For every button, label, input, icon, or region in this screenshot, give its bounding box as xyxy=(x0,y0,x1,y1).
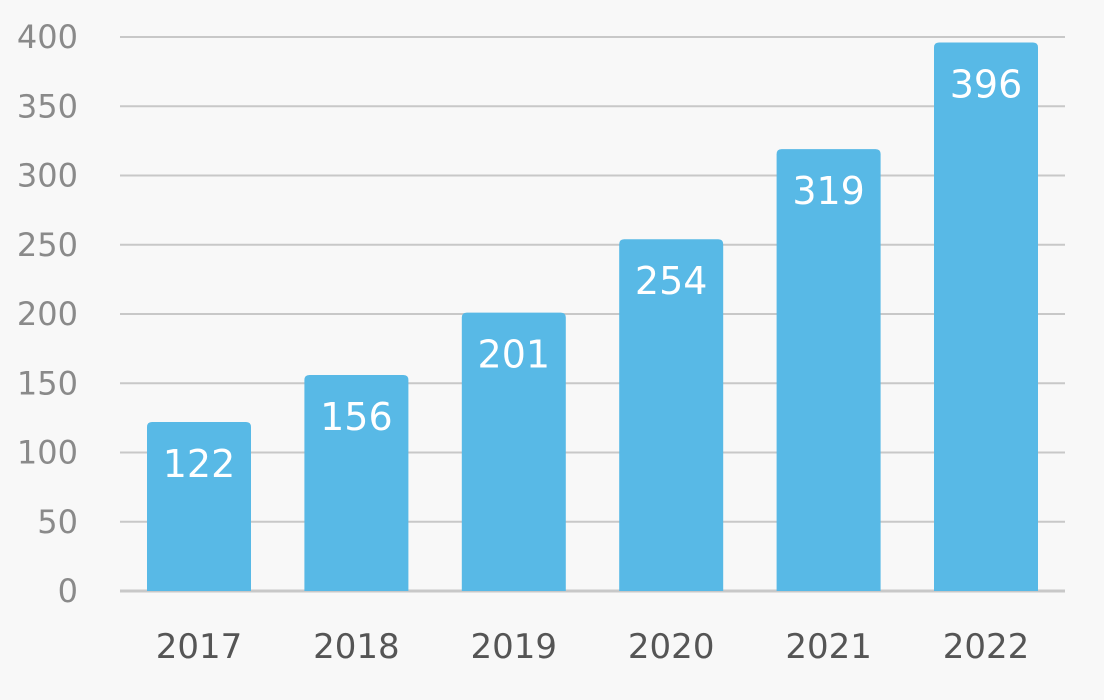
data-label: 201 xyxy=(478,333,551,377)
x-tick-label: 2022 xyxy=(943,627,1030,667)
bar-2017 xyxy=(147,422,251,591)
data-label: 156 xyxy=(320,395,393,439)
x-tick-label: 2021 xyxy=(785,627,872,667)
bar-2020 xyxy=(619,239,724,591)
bar-2022 xyxy=(934,42,1038,592)
y-tick-label: 250 xyxy=(17,226,78,264)
data-label: 122 xyxy=(163,442,236,486)
bar-2021 xyxy=(776,149,881,591)
y-tick-label: 100 xyxy=(17,434,78,472)
y-tick-label: 0 xyxy=(58,572,78,610)
y-tick-label: 200 xyxy=(17,295,78,333)
data-label: 254 xyxy=(635,259,708,303)
y-tick-label: 300 xyxy=(17,157,78,195)
x-tick-label: 2020 xyxy=(628,627,715,667)
data-label: 319 xyxy=(792,169,865,213)
y-tick-label: 350 xyxy=(17,87,78,125)
y-tick-label: 400 xyxy=(17,18,78,56)
x-tick-label: 2017 xyxy=(156,627,243,667)
x-tick-label: 2018 xyxy=(313,627,400,667)
y-tick-label: 150 xyxy=(17,364,78,402)
data-label: 396 xyxy=(950,63,1023,107)
x-tick-label: 2019 xyxy=(471,627,558,667)
y-tick-label: 50 xyxy=(37,503,78,541)
bar-2019 xyxy=(461,312,566,591)
bar-2018 xyxy=(304,374,409,591)
